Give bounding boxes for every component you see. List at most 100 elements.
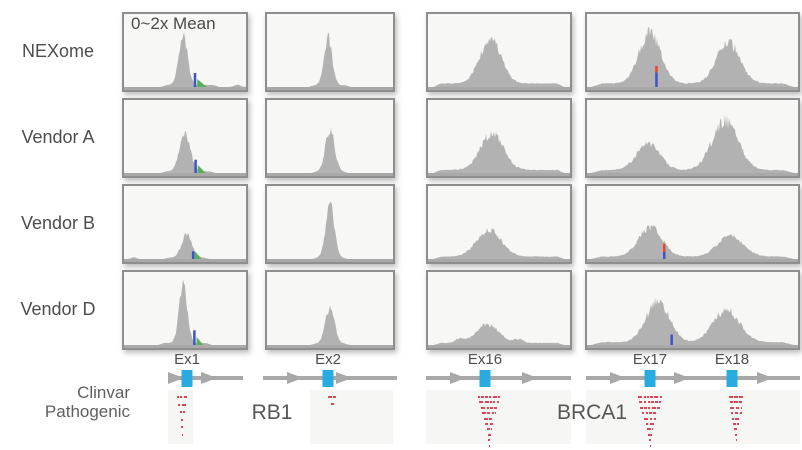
clinvar-variant-dash xyxy=(738,396,743,398)
coverage-plot xyxy=(428,130,570,176)
clinvar-variant-dash xyxy=(493,396,497,398)
clinvar-variant-dash xyxy=(480,406,485,409)
clinvar-variant-dash xyxy=(651,401,654,404)
coverage-histogram xyxy=(587,114,798,176)
clinvar-variant-dash xyxy=(651,406,656,409)
clinvar-variant-dash xyxy=(490,428,492,431)
clinvar-label-line1: Clinvar xyxy=(77,383,130,402)
clinvar-variant-dash xyxy=(728,396,733,398)
clinvar-variant-dash xyxy=(488,439,490,442)
coverage-panel-vendor-d-brca1_ex16 xyxy=(426,270,572,350)
clinvar-variant-dash xyxy=(182,403,186,406)
clinvar-variant-dash xyxy=(485,423,488,425)
clinvar-variant-dash xyxy=(654,396,658,398)
clinvar-variant-dash xyxy=(182,411,185,413)
clinvar-variant-dash xyxy=(730,412,733,415)
coverage-histogram xyxy=(267,128,393,176)
coverage-histogram xyxy=(267,305,393,348)
coverage-histogram xyxy=(587,27,798,90)
clinvar-variant-dash xyxy=(479,401,483,404)
clinvar-variant-dash xyxy=(652,428,653,431)
clinvar-variant-dash xyxy=(478,396,480,398)
exon-label-ex2: Ex2 xyxy=(315,351,341,368)
clinvar-variant-dash xyxy=(486,406,489,409)
coverage-histogram xyxy=(428,323,570,348)
clinvar-variant-dash xyxy=(643,406,647,409)
clinvar-variant-dash xyxy=(733,401,738,404)
baseline xyxy=(124,87,246,90)
coverage-histogram xyxy=(428,227,570,262)
exon-label-ex17: Ex17 xyxy=(632,351,668,368)
coverage-panel-vendor-a-brca1_ex17_18 xyxy=(585,98,800,178)
clinvar-pathogenic-label: Clinvar Pathogenic xyxy=(5,383,130,421)
baseline xyxy=(267,345,393,348)
clinvar-variant-dash xyxy=(648,433,652,436)
clinvar-variant-dash xyxy=(178,403,180,406)
clinvar-variant-dash xyxy=(654,417,656,420)
clinvar-variant-dash xyxy=(660,396,662,398)
baseline xyxy=(587,259,798,262)
exon-label-ex18: Ex18 xyxy=(714,351,750,368)
coverage-panel-vendor-b-brca1_ex17_18 xyxy=(585,184,800,264)
variant-marker-red xyxy=(655,66,658,73)
clinvar-variant-dash xyxy=(489,396,491,398)
gene-label-rb1: RB1 xyxy=(251,401,293,424)
clinvar-variant-dash xyxy=(493,401,495,404)
gene-line xyxy=(586,376,800,380)
variant-marker-red xyxy=(663,243,666,252)
clinvar-variant-dash xyxy=(177,396,179,398)
clinvar-variant-dash xyxy=(486,428,490,431)
green-region xyxy=(197,79,207,87)
clinvar-variant-dash xyxy=(179,411,182,413)
scale-note: 0~2x Mean xyxy=(131,14,216,33)
clinvar-variant-dash xyxy=(487,433,491,436)
strand-arrow-icon xyxy=(522,372,538,384)
clinvar-variant-dash xyxy=(735,417,739,420)
baseline xyxy=(428,173,570,176)
clinvar-variant-dash xyxy=(489,406,493,409)
clinvar-variant-dash xyxy=(649,444,651,447)
clinvar-variant-dash xyxy=(659,401,661,404)
coverage-plot xyxy=(267,128,393,176)
clinvar-variant-dash xyxy=(650,417,652,420)
coverage-plot xyxy=(587,297,798,348)
strand-arrow-icon xyxy=(287,372,303,384)
clinvar-strip-ex2 xyxy=(310,390,393,444)
variant-marker-blue xyxy=(194,159,197,173)
clinvar-variant-dash xyxy=(739,412,742,415)
coverage-panel-vendor-b-brca1_ex16 xyxy=(426,184,572,264)
clinvar-variant-dash xyxy=(649,439,651,442)
clinvar-variant-dash xyxy=(490,401,492,404)
clinvar-variant-dash xyxy=(647,396,649,398)
coverage-plot xyxy=(124,32,246,90)
coverage-plot xyxy=(267,201,393,262)
baseline xyxy=(124,345,246,348)
coverage-plot xyxy=(124,233,246,262)
coverage-panel-nexome-brca1_ex16 xyxy=(426,12,572,92)
coverage-histogram xyxy=(428,130,570,176)
clinvar-variant-dash xyxy=(181,426,183,428)
row-label-vendor-b: Vendor B xyxy=(20,213,96,233)
variant-marker-blue xyxy=(193,73,197,87)
clinvar-variant-dash xyxy=(498,396,500,398)
row-label-nexome: NEXome xyxy=(21,41,95,61)
baseline xyxy=(587,173,798,176)
variant-marker-blue xyxy=(193,330,196,345)
clinvar-variant-dash xyxy=(645,423,648,425)
gene-label-brca1: BRCA1 xyxy=(556,401,628,424)
clinvar-variant-dash xyxy=(655,401,658,404)
clinvar-variant-dash xyxy=(180,396,182,398)
coverage-plot xyxy=(267,32,393,90)
clinvar-variant-dash xyxy=(485,396,488,398)
clinvar-strip-ex16 xyxy=(426,390,571,444)
coverage-histogram xyxy=(267,32,393,90)
clinvar-variant-dash xyxy=(648,401,650,404)
clinvar-variant-dash xyxy=(489,417,492,420)
coverage-histogram xyxy=(124,32,246,90)
clinvar-variant-dash xyxy=(490,423,493,425)
green-region xyxy=(194,251,202,259)
strand-arrow-icon xyxy=(201,372,217,384)
baseline xyxy=(267,87,393,90)
coverage-plot xyxy=(428,323,570,348)
